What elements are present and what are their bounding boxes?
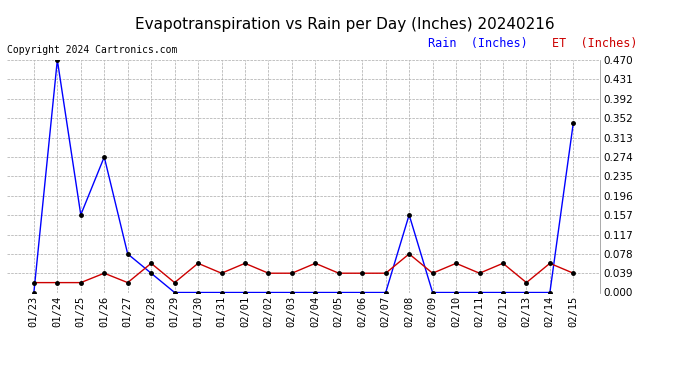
- Text: Copyright 2024 Cartronics.com: Copyright 2024 Cartronics.com: [7, 45, 177, 55]
- Text: Evapotranspiration vs Rain per Day (Inches) 20240216: Evapotranspiration vs Rain per Day (Inch…: [135, 17, 555, 32]
- Text: Rain  (Inches): Rain (Inches): [428, 38, 528, 51]
- Text: ET  (Inches): ET (Inches): [552, 38, 638, 51]
